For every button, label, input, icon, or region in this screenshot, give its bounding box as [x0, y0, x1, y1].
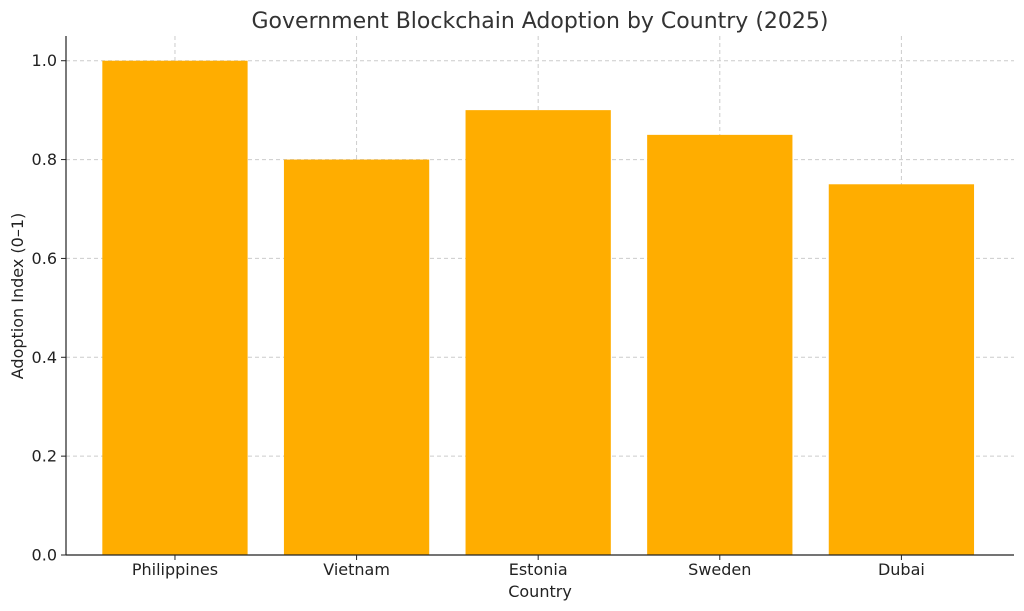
x-tick-label: Vietnam — [323, 560, 390, 579]
chart-title: Government Blockchain Adoption by Countr… — [252, 9, 829, 34]
bars — [102, 60, 975, 556]
y-tick-label: 1.0 — [32, 51, 57, 70]
bar-estonia — [465, 110, 611, 556]
y-tick-label: 0.4 — [32, 348, 57, 367]
x-tick-label: Estonia — [509, 560, 568, 579]
tick-labels: 0.0 0.2 0.4 0.6 0.8 1.0 Philippines Vietnam Esto… — [32, 51, 925, 579]
bar-philippines — [102, 60, 248, 555]
bar-dubai — [828, 184, 975, 556]
x-tick-label: Philippines — [132, 560, 218, 579]
y-tick-label: 0.6 — [32, 249, 57, 268]
y-axis-label: Adoption Index (0–1) — [8, 213, 27, 379]
x-tick-label: Dubai — [878, 560, 925, 579]
x-tick-label: Sweden — [688, 560, 751, 579]
axes — [61, 36, 1014, 560]
y-tick-label: 0.8 — [32, 150, 57, 169]
bar-vietnam — [283, 159, 430, 556]
x-axis-label: Country — [508, 582, 572, 601]
y-tick-label: 0.0 — [32, 546, 57, 565]
y-tick-label: 0.2 — [32, 447, 57, 466]
bar-sweden — [647, 134, 793, 555]
